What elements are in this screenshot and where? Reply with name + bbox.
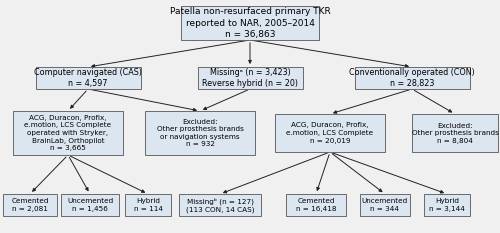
Text: Computer navigated (CAS)
n = 4,597: Computer navigated (CAS) n = 4,597 [34, 68, 142, 88]
FancyBboxPatch shape [412, 114, 498, 152]
Text: Excluded:
Other prosthesis brands
n = 8,804: Excluded: Other prosthesis brands n = 8,… [412, 123, 498, 144]
FancyBboxPatch shape [3, 194, 57, 216]
FancyBboxPatch shape [61, 194, 119, 216]
FancyBboxPatch shape [125, 194, 171, 216]
FancyBboxPatch shape [275, 114, 385, 152]
Text: Cemented
n = 16,418: Cemented n = 16,418 [296, 198, 336, 212]
Text: Uncemented
n = 344: Uncemented n = 344 [362, 198, 408, 212]
FancyBboxPatch shape [424, 194, 470, 216]
Text: Patella non-resurfaced primary TKR
reported to NAR, 2005–2014
n = 36,863: Patella non-resurfaced primary TKR repor… [170, 7, 330, 39]
Text: Excluded:
Other prosthesis brands
or navigation systems
n = 932: Excluded: Other prosthesis brands or nav… [156, 119, 244, 147]
Text: Missingᵇ (n = 127)
(113 CON, 14 CAS): Missingᵇ (n = 127) (113 CON, 14 CAS) [186, 197, 254, 213]
FancyBboxPatch shape [36, 67, 140, 89]
Text: Hybrid
n = 114: Hybrid n = 114 [134, 198, 162, 212]
Text: Hybrid
n = 3,144: Hybrid n = 3,144 [429, 198, 465, 212]
FancyBboxPatch shape [354, 67, 470, 89]
FancyBboxPatch shape [181, 6, 319, 40]
FancyBboxPatch shape [145, 111, 255, 155]
Text: Missingᵃ (n = 3,423)
Reverse hybrid (n = 20): Missingᵃ (n = 3,423) Reverse hybrid (n =… [202, 68, 298, 88]
Text: ACG, Duracon, Profix,
e.motion, LCS Complete
operated with Stryker,
BrainLab, Or: ACG, Duracon, Profix, e.motion, LCS Comp… [24, 115, 112, 151]
FancyBboxPatch shape [13, 111, 123, 155]
FancyBboxPatch shape [179, 194, 261, 216]
Text: ACG, Duracon, Profix,
e.motion, LCS Complete
n = 20,019: ACG, Duracon, Profix, e.motion, LCS Comp… [286, 123, 374, 144]
Text: Conventionally operated (CON)
n = 28,823: Conventionally operated (CON) n = 28,823 [349, 68, 475, 88]
FancyBboxPatch shape [286, 194, 346, 216]
FancyBboxPatch shape [198, 67, 302, 89]
Text: Cemented
n = 2,081: Cemented n = 2,081 [11, 198, 49, 212]
FancyBboxPatch shape [360, 194, 410, 216]
Text: Uncemented
n = 1,456: Uncemented n = 1,456 [67, 198, 113, 212]
